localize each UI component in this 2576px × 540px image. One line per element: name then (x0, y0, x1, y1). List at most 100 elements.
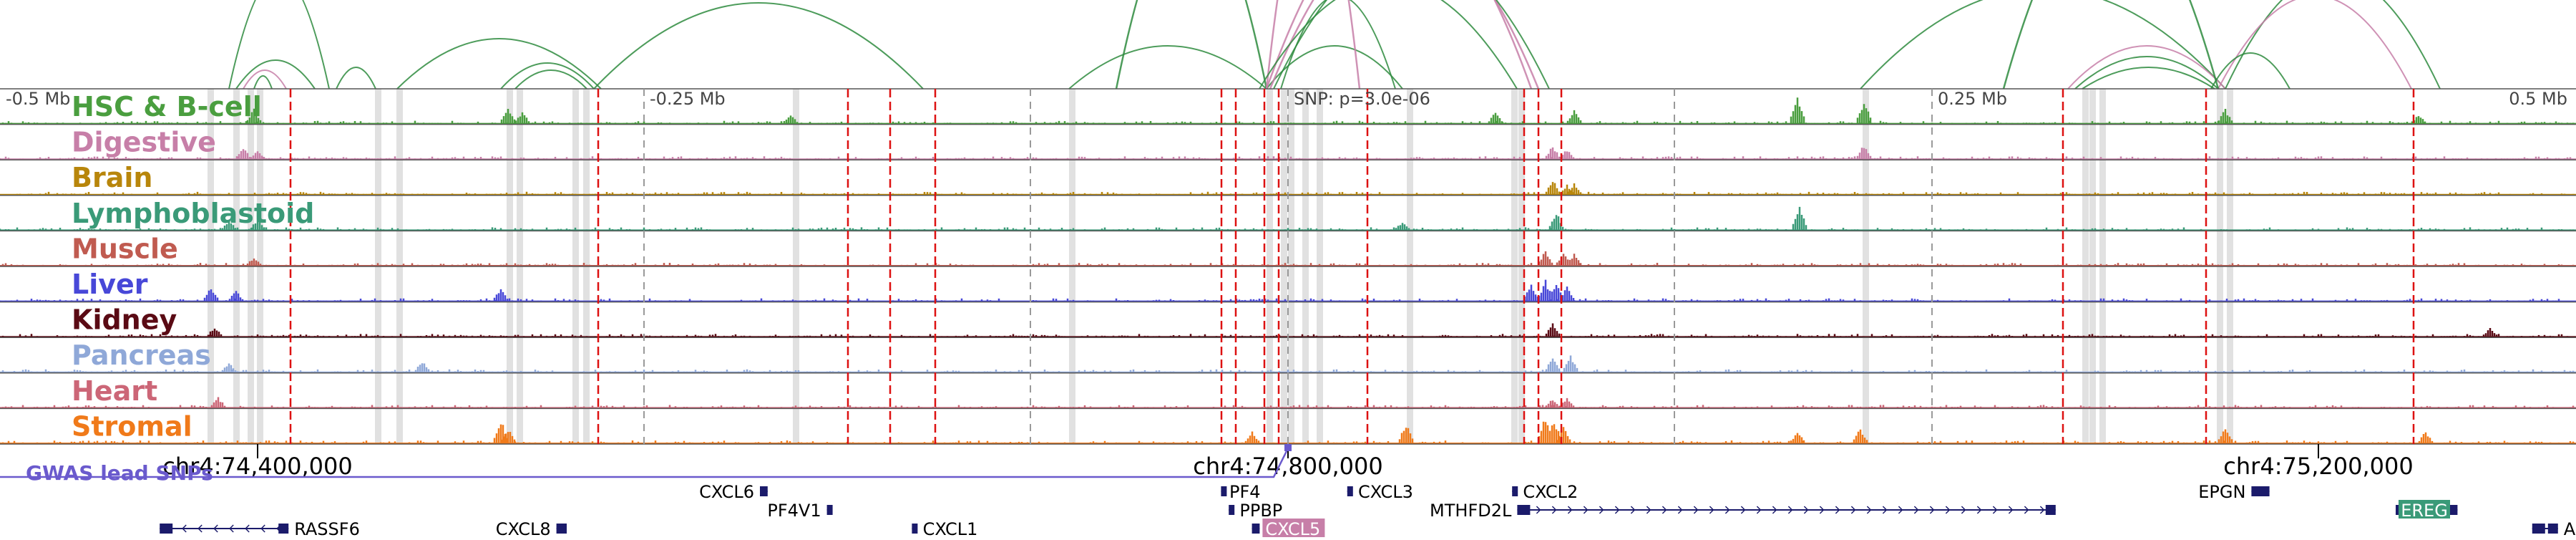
interaction-arc (1860, 0, 2226, 90)
gene-exon (278, 524, 289, 534)
scale-label: SNP: p=3.0e-06 (1294, 89, 1430, 109)
interaction-arc (396, 38, 602, 90)
gene-exon (1347, 486, 1353, 496)
track-label: Stromal (72, 410, 192, 442)
scale-label: 0.25 Mb (1938, 89, 2007, 109)
gene-cxcl1: CXCL1 (912, 519, 978, 539)
gene-cxcl8: CXCL8 (496, 519, 567, 539)
track-label: Muscle (72, 233, 178, 264)
interaction-arc (1068, 45, 1267, 90)
interaction-arc (514, 69, 587, 90)
gene-cxcl2: CXCL2 (1512, 482, 1578, 502)
gene-epgn: EPGN (2198, 482, 2270, 502)
signal-bars (0, 421, 2575, 443)
gene-areg: AREG (2532, 519, 2576, 539)
signal-bars (1, 323, 2572, 337)
track-label: Heart (72, 375, 157, 407)
interaction-arc (2082, 67, 2215, 90)
interaction-arc (1280, 0, 1396, 90)
interaction-arc (253, 75, 273, 90)
gene-exon (160, 524, 173, 534)
signal-bars (1, 97, 2575, 124)
signal-bars (0, 182, 2575, 195)
gene-exon (826, 505, 833, 515)
gene-label: CXCL8 (496, 519, 551, 537)
gene-label: CXCL2 (1523, 482, 1578, 502)
interaction-arcs (228, 0, 2441, 90)
track-muscle (0, 230, 2576, 266)
gene-label: CXCL1 (923, 519, 978, 537)
variant-markers (289, 89, 2415, 444)
interaction-arc (228, 0, 330, 90)
signal-bars (1, 355, 2575, 372)
gene-highlight (1262, 519, 1325, 537)
gene-label: EPGN (2198, 482, 2245, 502)
gene-mthfd2l: MTHFD2L (1430, 501, 2056, 521)
scale-label: -0.25 Mb (650, 89, 726, 109)
interaction-arc (1115, 0, 1268, 90)
gene-exon (760, 486, 768, 496)
gene-label: MTHFD2L (1430, 501, 1512, 521)
gene-exon (556, 524, 567, 534)
gene-label: AREG (2564, 519, 2576, 537)
interaction-arc (593, 2, 924, 90)
gene-label: PF4V1 (767, 501, 821, 521)
gene-exon (1517, 505, 1531, 515)
signal-bars (0, 251, 2575, 266)
gene-ppbp: PPBP (1229, 501, 1282, 521)
gene-exon (2547, 524, 2558, 534)
track-labels: HSC & B-cell Digestive Brain Lymphoblastoid… (72, 91, 314, 442)
track-label: Liver (72, 269, 148, 300)
gene-pf4v1: PF4V1 (767, 501, 833, 521)
interaction-arc (1273, 0, 1550, 90)
gene-exon (1221, 486, 1227, 496)
interaction-arc (235, 59, 316, 90)
coordinate-label: chr4:74,400,000 (162, 453, 352, 480)
interaction-arc (2225, 0, 2441, 90)
gwas-label: GWAS lead SNPs (26, 461, 213, 485)
interaction-arc (2067, 45, 2226, 90)
track-label: Kidney (72, 304, 177, 336)
interaction-arc (1259, 0, 1518, 90)
gene-label: CXCL6 (699, 482, 754, 502)
interaction-arc (500, 62, 595, 90)
gene-highlight (2399, 500, 2450, 519)
interaction-arc (243, 69, 287, 90)
gene-exon (2045, 505, 2056, 515)
track-label: Brain (72, 162, 152, 193)
track-label: HSC & B-cell (72, 91, 262, 122)
gene-exon (1252, 524, 1260, 534)
distance-scale: -0.5 Mb -0.25 Mb SNP: p=3.0e-06 0.25 Mb 0.5 … (6, 89, 2567, 109)
gene-label: EREG (2401, 501, 2448, 521)
gene-label: CXCL3 (1358, 482, 1413, 502)
scale-label: -0.5 Mb (6, 89, 70, 109)
gene-label: RASSF6 (294, 519, 360, 537)
gene-label: PF4 (1229, 482, 1261, 502)
coordinate-label: chr4:75,200,000 (2223, 453, 2413, 480)
interaction-arc (336, 67, 376, 90)
signal-bars (0, 397, 2575, 408)
track-label: Lymphoblastoid (72, 198, 314, 229)
interaction-arc (2210, 52, 2290, 90)
scale-label: 0.5 Mb (2509, 89, 2567, 109)
gwas-track: GWAS lead SNPs (0, 444, 1292, 485)
gene-ereg: EREG (2396, 500, 2458, 521)
gene-exon (1229, 505, 1235, 515)
gene-exon (2259, 486, 2270, 496)
gene-cxcl3: CXCL3 (1347, 482, 1413, 502)
gene-label: PPBP (1239, 501, 1282, 521)
gene-exon (1512, 486, 1518, 496)
interaction-arc (1269, 0, 1540, 90)
track-label: Pancreas (72, 339, 211, 371)
interaction-arc (2002, 0, 2220, 90)
signal-bars (0, 206, 2575, 231)
track-label: Digestive (72, 127, 216, 158)
interaction-arc (2218, 0, 2412, 90)
coordinate-label: chr4:74,800,000 (1193, 453, 1382, 480)
gene-pf4: PF4 (1221, 482, 1261, 502)
gene-label: CXCL5 (1265, 519, 1320, 537)
gwas-snp (1284, 444, 1292, 451)
